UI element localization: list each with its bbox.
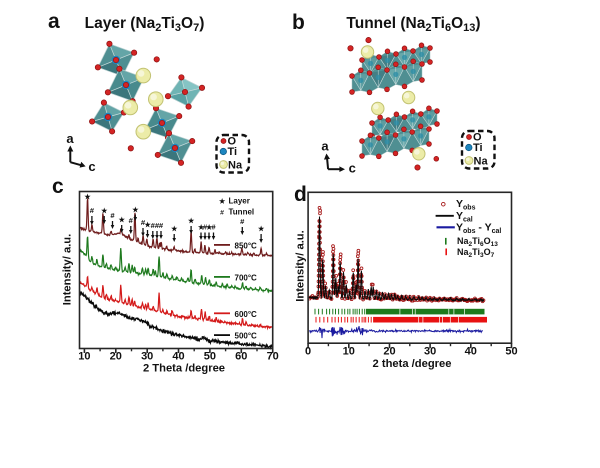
- svg-text:★: ★: [84, 193, 91, 201]
- svg-text:★: ★: [101, 207, 108, 215]
- svg-text:10: 10: [343, 346, 355, 358]
- svg-text:#: #: [211, 223, 216, 232]
- svg-text:20: 20: [383, 346, 395, 358]
- svg-text:#: #: [159, 221, 164, 230]
- svg-text:★: ★: [188, 217, 195, 225]
- svg-text:50: 50: [204, 351, 216, 363]
- svg-text:O: O: [228, 136, 237, 148]
- svg-text:b: b: [292, 11, 305, 34]
- svg-text:a: a: [321, 139, 329, 154]
- svg-text:Ti: Ti: [473, 142, 483, 154]
- svg-text:30: 30: [424, 346, 436, 358]
- svg-text:30: 30: [141, 351, 153, 363]
- svg-text:★: ★: [258, 225, 265, 233]
- svg-text:Tunnel: Tunnel: [229, 208, 255, 217]
- svg-text:#: #: [90, 206, 95, 215]
- svg-text:Tunnel (Na2Ti6O13): Tunnel (Na2Ti6O13): [346, 15, 480, 34]
- svg-text:Layer (Na2Ti3O7): Layer (Na2Ti3O7): [85, 15, 205, 34]
- svg-text:a: a: [66, 131, 74, 146]
- svg-text:40: 40: [465, 346, 477, 358]
- svg-text:c: c: [52, 175, 64, 198]
- svg-text:a: a: [48, 10, 60, 33]
- svg-text:★: ★: [219, 198, 226, 206]
- svg-text:Layer: Layer: [229, 197, 250, 206]
- svg-text:#: #: [240, 217, 245, 226]
- svg-text:0: 0: [305, 346, 311, 358]
- svg-text:★: ★: [206, 224, 213, 232]
- svg-text:70: 70: [267, 351, 279, 363]
- svg-text:#: #: [155, 221, 160, 230]
- svg-text:#: #: [220, 210, 224, 217]
- svg-text:O: O: [473, 132, 482, 144]
- svg-text:★: ★: [119, 216, 126, 224]
- svg-text:10: 10: [78, 351, 90, 363]
- svg-text:Na: Na: [474, 156, 489, 168]
- svg-text:2 theta /degree: 2 theta /degree: [373, 358, 452, 370]
- svg-text:#: #: [151, 221, 156, 230]
- svg-text:60: 60: [235, 351, 247, 363]
- svg-text:★: ★: [198, 224, 205, 232]
- svg-text:#: #: [129, 216, 134, 225]
- svg-text:★: ★: [132, 206, 139, 214]
- svg-text:★: ★: [144, 221, 151, 229]
- svg-text:20: 20: [110, 351, 122, 363]
- svg-text:Intensity/ a.u.: Intensity/ a.u.: [295, 230, 307, 302]
- svg-text:50: 50: [505, 346, 517, 358]
- svg-text:Na2Ti3O7: Na2Ti3O7: [457, 247, 495, 259]
- svg-text:Intensity/ a.u.: Intensity/ a.u.: [62, 234, 74, 306]
- svg-text:Na: Na: [228, 160, 243, 172]
- svg-text:Ti: Ti: [228, 146, 238, 158]
- svg-text:40: 40: [172, 351, 184, 363]
- svg-text:Na2Ti6O13: Na2Ti6O13: [457, 236, 498, 248]
- svg-text:d: d: [294, 183, 307, 206]
- svg-text:#: #: [203, 223, 208, 232]
- svg-text:700°C: 700°C: [235, 273, 258, 282]
- svg-text:600°C: 600°C: [235, 310, 258, 319]
- svg-text:500°C: 500°C: [235, 332, 258, 341]
- svg-text:★: ★: [171, 225, 178, 233]
- svg-text:2 Theta /degree: 2 Theta /degree: [143, 363, 225, 375]
- svg-text:c: c: [349, 161, 356, 176]
- svg-text:#: #: [141, 218, 146, 227]
- svg-text:c: c: [88, 159, 95, 174]
- svg-text:#: #: [110, 211, 115, 220]
- svg-text:850°C: 850°C: [235, 241, 258, 250]
